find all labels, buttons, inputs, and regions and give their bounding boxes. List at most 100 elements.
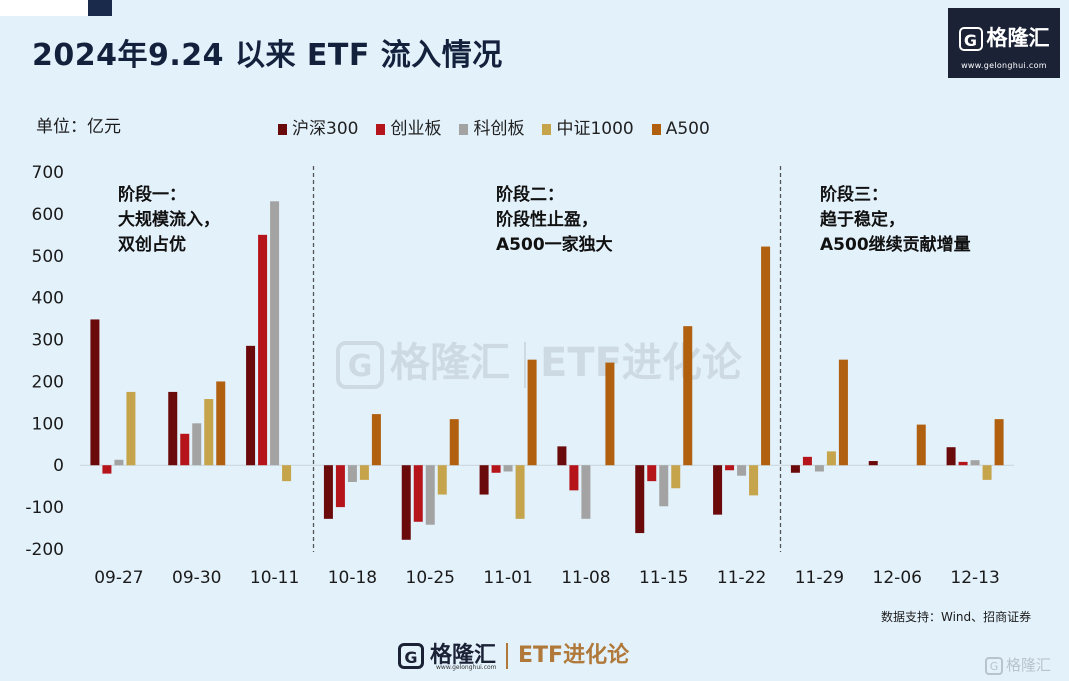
bar (713, 465, 723, 515)
bar (216, 381, 226, 466)
legend-swatch (376, 124, 386, 135)
bar (413, 465, 423, 522)
chart-legend: 沪深300 创业板 科创板 中证1000 A500 (278, 114, 728, 139)
bar (802, 456, 812, 466)
bar (401, 465, 411, 540)
legend-label: 沪深300 (292, 119, 359, 139)
bar (102, 465, 112, 474)
bar (371, 414, 381, 466)
center-watermark: G 格隆汇 ETF进化论 (336, 330, 742, 389)
bar (246, 345, 256, 466)
bar (790, 465, 800, 473)
footer-logo-icon: G (398, 643, 424, 669)
y-tick-label: 100 (32, 414, 64, 434)
y-tick-label: 200 (32, 372, 64, 392)
phase-annotation-line: 大规模流入， (118, 209, 220, 230)
bar (258, 234, 268, 466)
y-tick-label: 300 (32, 331, 64, 351)
bar (204, 399, 214, 466)
bar (126, 391, 136, 466)
x-tick-label: 11-08 (561, 568, 610, 588)
brand-name: 格隆汇 (986, 26, 1050, 50)
footer-column-name: ETF进化论 (518, 643, 630, 668)
x-tick-label: 09-27 (94, 568, 143, 588)
legend-swatch (542, 124, 552, 135)
y-tick-label: 700 (32, 163, 64, 183)
legend-swatch (278, 124, 287, 135)
phase-annotation-line: 双创占优 (118, 234, 186, 255)
bar (647, 465, 657, 482)
phase-annotation-line: A500继续贡献增量 (820, 234, 971, 255)
bar (180, 433, 190, 466)
bar (970, 460, 980, 466)
x-tick-label: 11-22 (717, 568, 766, 588)
corner-watermark-text: 格隆汇 (1006, 656, 1052, 674)
legend-item: 创业板 (376, 114, 441, 139)
y-tick-label: 400 (32, 289, 64, 309)
bar (491, 465, 501, 473)
footer-brand-url: www.gelonghui.com (436, 664, 497, 671)
bar (838, 359, 848, 466)
bar (916, 424, 926, 466)
bar (868, 461, 878, 466)
bar (826, 451, 836, 466)
bar (761, 246, 771, 466)
bar (581, 465, 591, 519)
watermark-brand: 格隆汇 (390, 340, 510, 386)
phase-annotation-line: 阶段一： (118, 184, 186, 205)
legend-label: 科创板 (473, 119, 525, 139)
legend-item: 中证1000 (542, 114, 634, 139)
x-tick-label: 12-13 (950, 568, 999, 588)
legend-item: 科创板 (459, 114, 524, 139)
bar (323, 465, 333, 519)
y-tick-label: 500 (32, 247, 64, 267)
bar (168, 391, 178, 466)
bar (635, 465, 645, 534)
legend-item: 沪深300 (278, 114, 358, 139)
x-tick-label: 10-18 (328, 568, 377, 588)
brand-url: www.gelonghui.com (961, 61, 1047, 70)
legend-swatch (459, 124, 469, 135)
bar (425, 465, 435, 525)
y-tick-label: 0 (53, 456, 64, 476)
unit-label: 单位：亿元 (36, 117, 121, 137)
brand-logo-box: G 格隆汇 www.gelonghui.com (948, 8, 1060, 78)
y-tick-label: 600 (32, 205, 64, 225)
chart-title: 2024年9.24 以来 ETF 流入情况 (32, 38, 503, 73)
x-tick-label: 11-29 (795, 568, 844, 588)
footer-brand: G 格隆汇 ETF进化论 www.gelonghui.com (398, 637, 630, 671)
x-tick-label: 11-15 (639, 568, 688, 588)
bar (282, 465, 292, 482)
bar (659, 465, 669, 507)
x-tick-label: 10-25 (406, 568, 455, 588)
x-tick-label: 12-06 (873, 568, 922, 588)
x-tick-label: 11-01 (483, 568, 532, 588)
bar (114, 459, 124, 466)
corner-watermark-icon: G (985, 657, 1003, 675)
bar (347, 465, 357, 482)
bar (671, 465, 681, 489)
phase-annotation-line: 趋于稳定， (820, 209, 905, 230)
bar (982, 465, 992, 480)
bar (569, 465, 579, 491)
bar (958, 461, 968, 466)
corner-tab (0, 0, 112, 16)
bar (90, 319, 100, 466)
bar (437, 465, 447, 495)
y-tick-label: -200 (25, 540, 64, 560)
bar (359, 465, 369, 480)
bar (527, 359, 537, 466)
x-tick-label: 09-30 (172, 568, 221, 588)
bar (946, 447, 956, 466)
phase-annotation-line: A500一家独大 (496, 234, 613, 255)
bar (449, 419, 459, 466)
bar (683, 326, 693, 466)
legend-swatch (651, 124, 661, 135)
bar (557, 446, 567, 466)
bar (994, 419, 1004, 466)
watermark-column: ETF进化论 (540, 340, 742, 386)
bar (515, 465, 525, 519)
y-tick-label: -100 (25, 498, 64, 518)
bar (479, 465, 489, 495)
